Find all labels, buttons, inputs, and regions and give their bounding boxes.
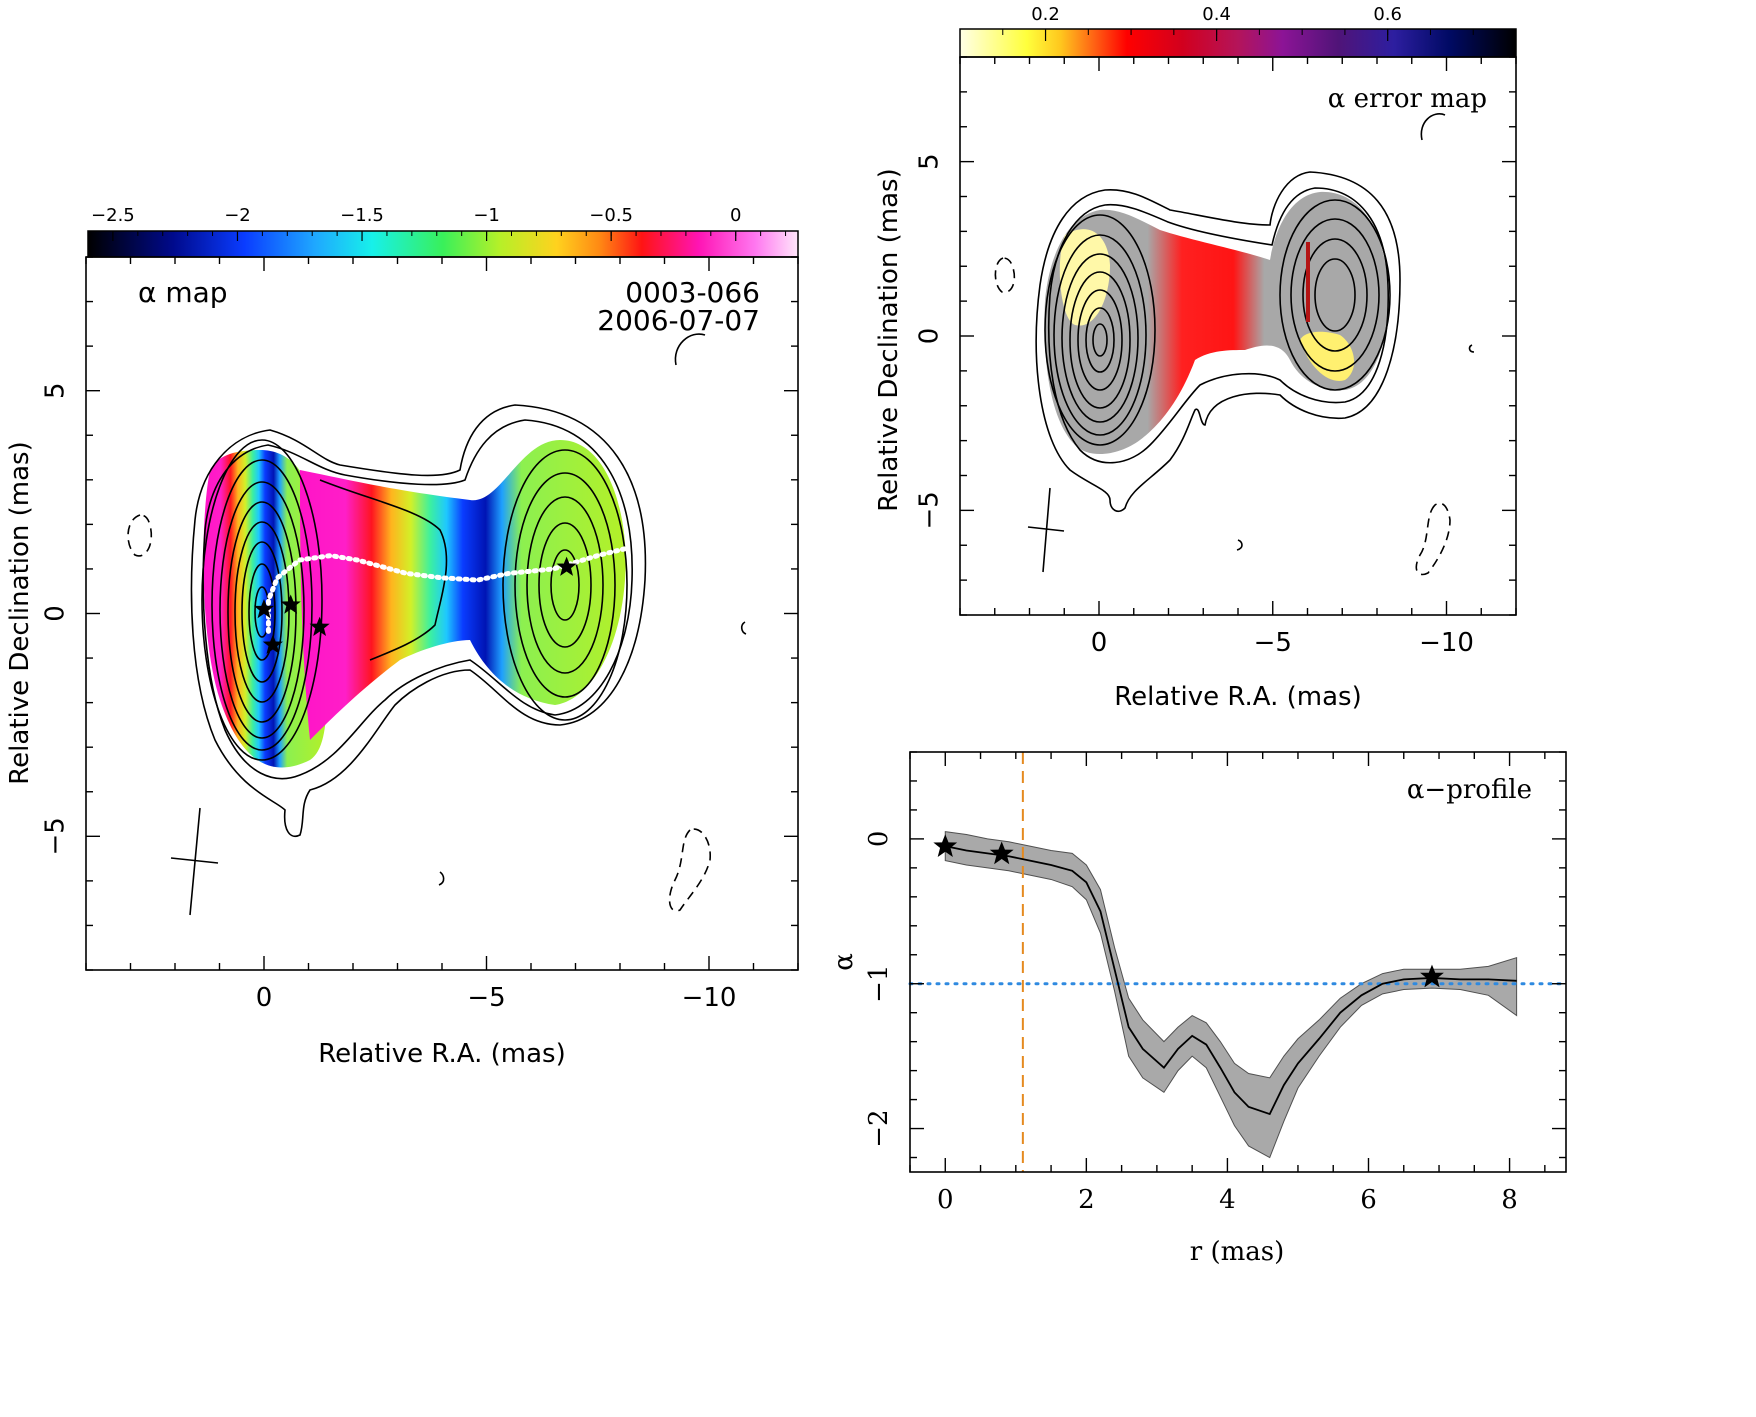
alpha-profile-frame — [909, 751, 1567, 1173]
alpha-error-map-title: α error map — [1328, 84, 1487, 114]
alpha-error-map-axes: 0 −5 −10 5 0 −5 — [915, 56, 1517, 658]
alpha-map-axes: 0 −5 −10 5 0 −5 — [41, 256, 799, 1013]
alpha-profile-ylabel: α — [829, 953, 859, 971]
alpha-map-title: α map — [138, 276, 228, 309]
x-tick-label: −10 — [682, 983, 737, 1013]
alpha-map-xlabel: Relative R.A. (mas) — [318, 1039, 565, 1069]
cbar-tick-label: 0 — [730, 205, 741, 226]
y-tick-label: −5 — [41, 817, 71, 855]
x-tick-label: 2 — [1078, 1185, 1095, 1215]
cbar-tick-label: −1.5 — [340, 205, 384, 226]
cbar-tick-label: −2.5 — [91, 205, 135, 226]
alpha-profile-error-band — [944, 831, 1518, 1159]
x-tick-label: −5 — [467, 983, 505, 1013]
alpha-error-map-panel: 0.2 0.4 0.6 — [874, 4, 1517, 712]
error-map-core-yellow — [1059, 229, 1110, 326]
cbar-tick-label: −2 — [224, 205, 251, 226]
y-tick-label: 5 — [41, 382, 71, 399]
x-tick-label: −10 — [1419, 628, 1474, 658]
alpha-profile-xlabel: r (mas) — [1190, 1237, 1284, 1267]
x-tick-label: 0 — [937, 1185, 954, 1215]
cbar-tick-label: 0.4 — [1202, 4, 1231, 25]
alpha-colorbar — [87, 230, 799, 258]
y-tick-label: −2 — [864, 1109, 894, 1147]
alpha-error-map-beam — [1027, 487, 1065, 573]
alpha-colorbar-ticks: −2.5 −2 −1.5 −1 −0.5 0 — [91, 205, 787, 241]
x-tick-label: 6 — [1360, 1185, 1377, 1215]
alpha-map-ylabel: Relative Declination (mas) — [5, 441, 35, 784]
alpha-error-map-xlabel: Relative R.A. (mas) — [1114, 682, 1361, 712]
y-tick-label: −5 — [915, 491, 945, 529]
x-tick-label: 0 — [1091, 628, 1108, 658]
x-tick-label: 0 — [256, 983, 273, 1013]
cbar-tick-label: 0.2 — [1031, 4, 1060, 25]
alpha-map-date-label: 2006-07-07 — [597, 304, 760, 337]
alpha-map-ridge-line — [265, 546, 627, 634]
cbar-tick-label: −1 — [473, 205, 500, 226]
y-tick-label: 0 — [915, 328, 945, 345]
alpha-profile-axes: 0 2 4 6 8 0 −1 −2 — [864, 751, 1566, 1215]
alpha-profile-title: α−profile — [1407, 775, 1532, 805]
alpha-error-map-ylabel: Relative Declination (mas) — [874, 168, 904, 511]
alpha-map-panel: −2.5 −2 −1.5 −1 −0.5 0 — [5, 205, 799, 1069]
x-tick-label: −5 — [1254, 628, 1292, 658]
y-tick-label: 5 — [915, 153, 945, 170]
alpha-error-colorbar — [959, 28, 1517, 58]
y-tick-label: −1 — [864, 965, 894, 1003]
alpha-map-jet-fill — [300, 440, 626, 740]
alpha-map-beam — [170, 807, 219, 916]
cbar-tick-label: 0.6 — [1373, 4, 1402, 25]
x-tick-label: 8 — [1501, 1185, 1518, 1215]
alpha-map-source-label: 0003-066 — [625, 276, 760, 309]
alpha-profile-panel: 0 2 4 6 8 0 −1 −2 α−profile r (mas) α — [829, 751, 1568, 1267]
x-tick-label: 4 — [1219, 1185, 1236, 1215]
error-map-jet-yellow — [1300, 331, 1355, 381]
alpha-error-map-contours — [994, 113, 1475, 576]
error-map-fill — [1044, 191, 1389, 455]
cbar-tick-label: −0.5 — [589, 205, 633, 226]
alpha-map-contours — [127, 333, 747, 912]
alpha-error-colorbar-ticks: 0.2 0.4 0.6 — [959, 4, 1474, 41]
y-tick-label: 0 — [41, 605, 71, 622]
y-tick-label: 0 — [864, 831, 894, 848]
alpha-profile-line — [945, 845, 1517, 1116]
